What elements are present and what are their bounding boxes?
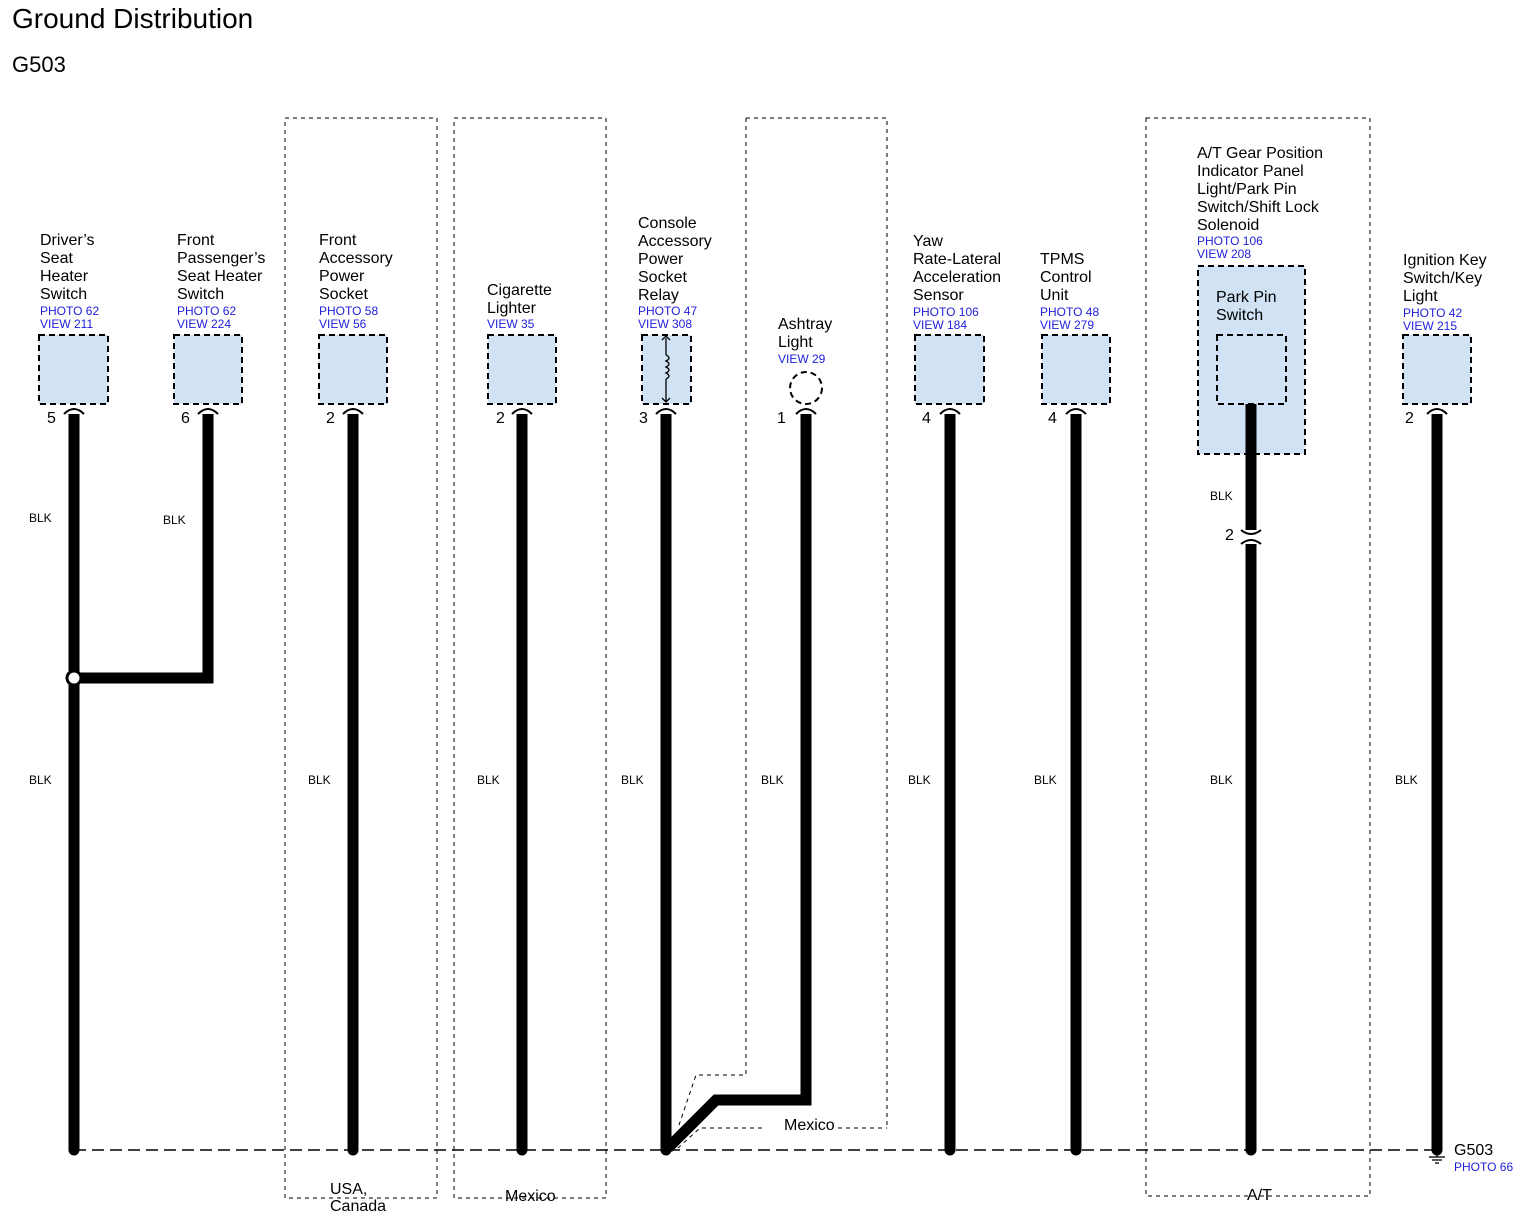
ground-photo-reference[interactable]: PHOTO 66 (1454, 1160, 1514, 1174)
view-reference[interactable]: VIEW 56 (319, 317, 367, 331)
photo-reference[interactable]: PHOTO 106 (1197, 234, 1263, 248)
terminal-cap (511, 408, 533, 415)
view-reference[interactable]: VIEW 279 (1040, 318, 1095, 332)
splice-point (65, 669, 83, 687)
wire-color-label: BLK (308, 773, 331, 787)
view-reference[interactable]: VIEW 35 (487, 317, 535, 331)
ground-dot (660, 1144, 672, 1156)
inline-connector-icon (1240, 529, 1262, 545)
wire-front-passenger-seat-heater (74, 412, 214, 684)
view-reference[interactable]: VIEW 208 (1197, 247, 1252, 261)
park-pin-switch-box (1216, 334, 1287, 405)
wire-color-label: BLK (761, 773, 784, 787)
terminal-cap (655, 408, 677, 415)
ground-id-heading: G503 (12, 52, 66, 77)
pin-number: 3 (639, 410, 648, 427)
terminal-cap (1426, 408, 1448, 415)
photo-reference[interactable]: PHOTO 58 (319, 304, 379, 318)
view-reference[interactable]: VIEW 184 (913, 318, 968, 332)
photo-reference[interactable]: PHOTO 48 (1040, 305, 1100, 319)
wire-color-label: BLK (1210, 489, 1233, 503)
view-reference[interactable]: VIEW 224 (177, 317, 232, 331)
ground-dot (1070, 1144, 1082, 1156)
wire-color-label: BLK (621, 773, 644, 787)
ground-dot (347, 1144, 359, 1156)
ground-dot (1245, 1144, 1257, 1156)
ashtray-light-bulb-icon (789, 371, 823, 405)
component-name: Front Accessory Power Socket (319, 232, 393, 303)
pin-number: 1 (777, 410, 786, 427)
pin-number: 2 (1405, 410, 1414, 427)
tpms-control-unit-box (1041, 334, 1111, 405)
pin-number: 6 (181, 410, 190, 427)
photo-reference[interactable]: PHOTO 106 (913, 305, 979, 319)
terminal-cap (342, 408, 364, 415)
ignition-key-switch-box (1402, 334, 1472, 405)
inner-component-name: Park Pin Switch (1216, 289, 1277, 324)
view-reference[interactable]: VIEW 308 (638, 317, 693, 331)
terminal-cap (795, 408, 817, 415)
terminal-cap (1065, 408, 1087, 415)
pin-number: 4 (922, 410, 931, 427)
photo-reference[interactable]: PHOTO 62 (40, 304, 100, 318)
component-name: Yaw Rate-Lateral Acceleration Sensor (913, 233, 1002, 304)
pin-number: 4 (1048, 410, 1057, 427)
wire-color-label: BLK (1034, 773, 1057, 787)
ground-dot (516, 1144, 528, 1156)
zone-label-mexico: Mexico (505, 1188, 556, 1205)
component-name: Front Passenger’s Seat Heater Switch (177, 232, 266, 303)
pin-number: 2 (1225, 527, 1234, 544)
photo-reference[interactable]: PHOTO 62 (177, 304, 237, 318)
zone-mexico-box-1 (453, 117, 607, 1199)
view-reference[interactable]: VIEW 29 (778, 352, 826, 366)
wire-color-label: BLK (908, 773, 931, 787)
wire-color-label: BLK (477, 773, 500, 787)
terminal-cap (197, 408, 219, 415)
wire-color-label: BLK (29, 511, 52, 525)
relay-coil-icon (661, 335, 671, 403)
zone-at-box (1145, 117, 1371, 1197)
component-name: Ignition Key Switch/Key Light (1403, 252, 1487, 305)
ground-dot (68, 1144, 80, 1156)
driver-seat-heater-switch-box (38, 334, 109, 405)
pin-number: 2 (326, 410, 335, 427)
terminal-cap (939, 408, 961, 415)
view-reference[interactable]: VIEW 215 (1403, 319, 1458, 333)
zone-label-at: A/T (1247, 1187, 1272, 1204)
ground-symbol-icon (1429, 1150, 1445, 1164)
pin-number: 2 (496, 410, 505, 427)
wire-ashtray-light (664, 412, 812, 1152)
front-passenger-seat-heater-switch-box (173, 334, 243, 405)
wire-color-label: BLK (1210, 773, 1233, 787)
component-name: A/T Gear Position Indicator Panel Light/… (1197, 145, 1323, 234)
front-accessory-power-socket-box (318, 334, 388, 405)
zone-label-mexico: Mexico (784, 1117, 835, 1134)
pin-number: 5 (47, 410, 56, 427)
component-name: Console Accessory Power Socket Relay (638, 215, 712, 304)
yaw-rate-sensor-box (914, 334, 985, 405)
zone-mexico-box-2 (677, 117, 888, 1149)
wire-color-label: BLK (163, 513, 186, 527)
cigarette-lighter-box (487, 334, 557, 405)
wire-color-label: BLK (1395, 773, 1418, 787)
terminal-cap (63, 408, 85, 415)
zone-usa-canada-box (284, 117, 438, 1199)
component-name: Ashtray Light (778, 316, 833, 351)
view-reference[interactable]: VIEW 211 (40, 317, 94, 331)
ground-label: G503 (1454, 1142, 1494, 1159)
wire-color-label: BLK (29, 773, 52, 787)
component-name: TPMS Control Unit (1040, 251, 1092, 304)
component-name: Cigarette Lighter (487, 282, 552, 317)
zone-label-usa-canada: USA, Canada (330, 1181, 387, 1215)
ground-dot (944, 1144, 956, 1156)
photo-reference[interactable]: PHOTO 47 (638, 304, 698, 318)
photo-reference[interactable]: PHOTO 42 (1403, 306, 1463, 320)
page-title: Ground Distribution (12, 3, 254, 34)
component-name: Driver’s Seat Heater Switch (40, 232, 95, 303)
